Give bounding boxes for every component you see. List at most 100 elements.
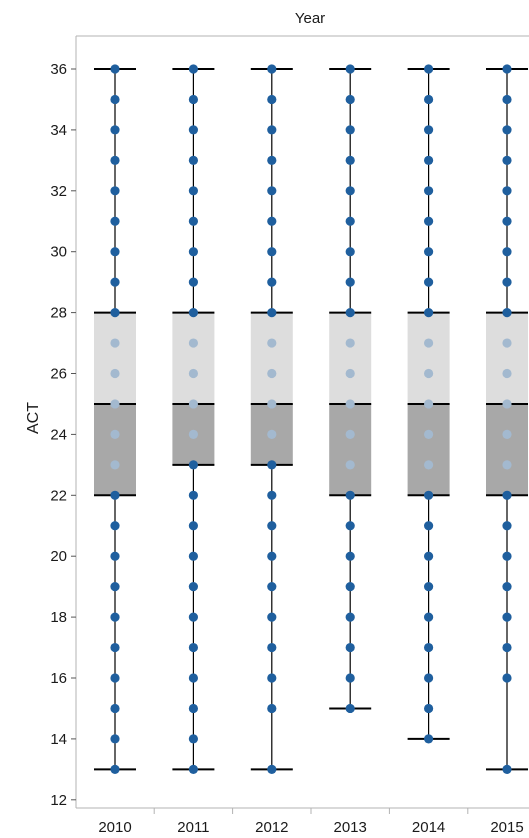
data-point	[188, 460, 198, 470]
data-point	[424, 429, 434, 439]
y-axis: 12 14 16 18 20 22 24 26 28 30 32 34 36	[50, 61, 76, 809]
data-point	[502, 490, 512, 500]
lower-box	[407, 403, 450, 496]
y-tick-label: 24	[50, 426, 67, 443]
y-tick-label: 30	[50, 244, 67, 261]
data-point	[267, 703, 277, 714]
data-point	[502, 642, 512, 653]
data-point	[424, 582, 434, 592]
lower-box	[94, 403, 136, 496]
data-point	[424, 277, 434, 287]
data-point	[188, 521, 198, 531]
y-tick-label: 12	[50, 792, 67, 809]
data-point	[345, 399, 355, 409]
data-point	[110, 582, 120, 592]
data-point	[424, 642, 434, 653]
data-point	[345, 490, 355, 500]
data-point	[188, 429, 198, 439]
data-point	[267, 460, 277, 470]
data-point	[424, 94, 434, 105]
data-point	[502, 399, 512, 409]
y-tick-label: 14	[50, 731, 67, 748]
data-point	[424, 460, 434, 470]
data-point	[345, 612, 355, 622]
data-point	[345, 703, 355, 714]
data-point	[424, 186, 434, 196]
chart-title: Year	[295, 10, 325, 27]
data-point	[502, 673, 512, 683]
data-point	[110, 368, 120, 379]
data-point	[267, 673, 277, 683]
x-tick-label: 2010	[98, 819, 131, 836]
data-point	[424, 216, 434, 226]
data-point	[424, 399, 434, 409]
data-point	[188, 673, 198, 683]
data-point	[502, 551, 512, 561]
data-point	[424, 64, 434, 74]
data-point	[502, 277, 512, 287]
data-point	[345, 186, 355, 196]
box-group	[94, 68, 528, 771]
data-point	[345, 247, 355, 257]
data-point	[267, 429, 277, 439]
y-tick-label: 26	[50, 366, 67, 383]
data-point	[188, 338, 198, 348]
data-point	[267, 247, 277, 257]
x-tick-label: 2015	[490, 819, 523, 836]
y-tick-label: 36	[50, 61, 67, 78]
lower-box	[486, 403, 528, 496]
data-point	[502, 94, 512, 105]
data-point	[502, 125, 512, 135]
data-point	[345, 582, 355, 592]
data-point	[502, 368, 512, 379]
data-point	[188, 64, 198, 74]
data-point	[267, 125, 277, 135]
data-point	[110, 764, 120, 774]
data-point	[345, 521, 355, 531]
data-point	[267, 338, 277, 348]
data-point	[267, 642, 277, 653]
data-point	[345, 277, 355, 287]
data-point	[345, 64, 355, 74]
data-point	[502, 612, 512, 622]
data-point	[188, 308, 198, 318]
plot-frame	[75, 35, 529, 809]
data-point	[188, 247, 198, 257]
data-point	[110, 308, 120, 318]
data-point	[345, 155, 355, 165]
data-point	[345, 338, 355, 348]
data-point	[267, 368, 277, 379]
data-point	[424, 155, 434, 165]
data-point	[188, 125, 198, 135]
data-point	[424, 551, 434, 561]
upper-box	[407, 312, 450, 404]
data-point	[267, 155, 277, 165]
upper-box	[250, 312, 293, 404]
data-point	[110, 94, 120, 105]
data-point	[502, 460, 512, 470]
data-point	[188, 368, 198, 379]
data-point	[267, 186, 277, 196]
y-tick-label: 16	[50, 670, 67, 687]
data-point	[502, 216, 512, 226]
data-point	[267, 64, 277, 74]
data-point	[502, 521, 512, 531]
upper-box	[486, 312, 528, 404]
data-point	[267, 612, 277, 622]
data-point	[188, 490, 198, 500]
data-point	[424, 490, 434, 500]
data-point	[110, 155, 120, 165]
y-tick-label: 20	[50, 548, 67, 565]
data-point	[267, 277, 277, 287]
data-point	[424, 703, 434, 714]
data-point	[502, 582, 512, 592]
data-point	[110, 734, 120, 744]
data-point	[188, 216, 198, 226]
data-point	[502, 247, 512, 257]
data-point	[502, 429, 512, 439]
x-tick-label: 2013	[334, 819, 367, 836]
data-point	[424, 673, 434, 683]
data-point	[345, 429, 355, 439]
data-point	[424, 521, 434, 531]
y-tick-label: 32	[50, 183, 67, 200]
